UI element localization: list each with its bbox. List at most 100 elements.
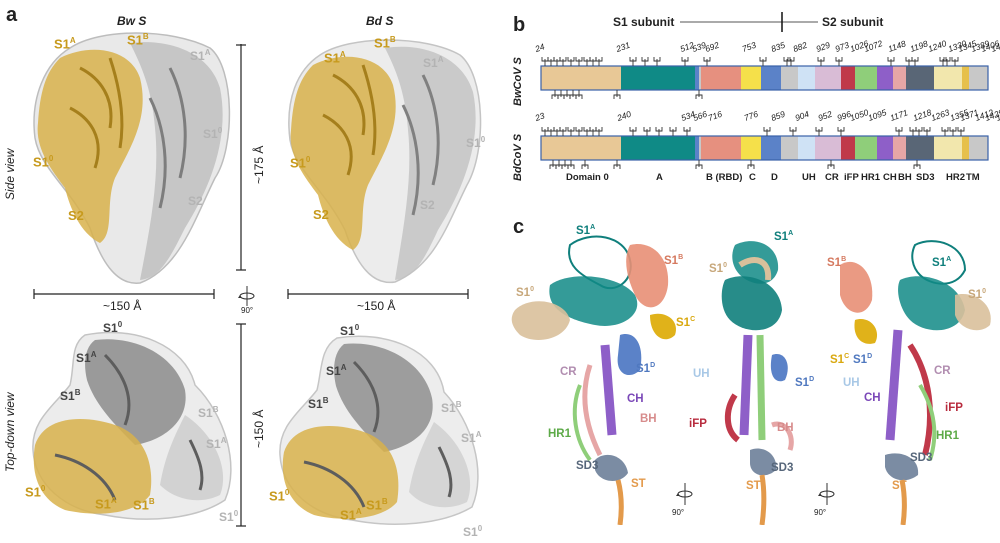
rotate-90-label-c1: 90°	[672, 508, 685, 517]
bd-side-s2-grey-label: S2	[420, 198, 435, 212]
bwcov-bar-outline	[540, 65, 989, 91]
c-mid-s1a-label: S1A	[774, 230, 794, 243]
bdcov-glycan-icon	[575, 127, 583, 136]
bdcov-glycan-icon	[589, 127, 597, 136]
bdcov-bar-segment-C	[741, 136, 761, 160]
c-left-st-label: ST	[631, 478, 646, 490]
bdcov-bar-segment-iFP	[841, 136, 855, 160]
bwcov-bar-segment-UH	[798, 66, 815, 90]
bwcov-glycan-icon	[817, 57, 825, 66]
bd-side-s1a-gold-label: S1A	[324, 50, 346, 66]
rotate-90-label-c2: 90°	[814, 508, 827, 517]
bw-top-s10-dark-label: S10	[103, 320, 123, 335]
bwcov-lower-glycan-icon	[551, 90, 559, 99]
bdcov-glycan-icon	[683, 127, 691, 136]
bdcov-lower-glycan-icon	[567, 160, 575, 169]
domain-label-hr2: HR2	[946, 172, 966, 183]
bwcov-bar-segment-HR2	[934, 66, 942, 90]
bdcov-glycan-icon	[949, 127, 957, 136]
bwcov-bar-segment-CR	[815, 66, 841, 90]
domain-label-a: A	[656, 172, 663, 183]
c-mid-sd3-label: SD3	[771, 462, 794, 474]
bdcov-bar-segment-CR	[815, 136, 841, 160]
bdcov-bar-segment-D	[761, 136, 781, 160]
bdcov-glycan-icon	[789, 127, 797, 136]
bdcov-glycan-icon	[643, 127, 651, 136]
bd-side-view-density-image	[288, 39, 482, 284]
bdcov-bar-segment-HR1	[855, 136, 877, 160]
c-left-bh-label: BH	[640, 413, 657, 425]
bw-top-s10-gold-label: S10	[25, 484, 46, 500]
height-measure-label: ~175 Å	[252, 145, 266, 184]
bd-side-s1b-gold-label: S1B	[374, 35, 396, 51]
bwcov-glycan-icon	[575, 57, 583, 66]
bdcov-bar-segment-grey	[969, 136, 988, 160]
bw-top-s1a-grey-label: S1A	[206, 436, 227, 451]
bdcov-lower-glycan-icon	[913, 160, 921, 169]
bwcov-lower-glycan-icon	[575, 90, 583, 99]
bw-top-s1a-dark-label: S1A	[76, 350, 97, 365]
c-left-s1c-label: S1C	[676, 316, 696, 329]
c-mid-st-label: ST	[746, 480, 761, 492]
bwcov-glycan-icon	[589, 57, 597, 66]
bwcov-glycan-icon	[951, 57, 959, 66]
c-right-s1a-label: S1A	[932, 256, 952, 269]
bdcov-glycan-icon	[567, 127, 575, 136]
width-measure-bar-right	[287, 289, 469, 299]
c-right-s1c-label: S1C	[830, 353, 850, 366]
bd-top-s1a-gold-label: S1A	[340, 507, 362, 523]
c-left-s1d-label: S1D	[636, 362, 656, 375]
bw-top-s1b-dark-label: S1B	[60, 388, 81, 403]
bwcov-glycan-icon	[939, 57, 947, 66]
bwcov-bar-segment-SD3	[906, 66, 934, 90]
bdcov-lower-glycan-icon	[747, 160, 755, 169]
bdcov-glycan-icon	[669, 127, 677, 136]
bd-side-s1a-grey-label: S1A	[423, 55, 444, 70]
bdcov-bar-segment-TM	[962, 136, 969, 160]
bwcov-bar-segment-C	[741, 66, 761, 90]
bdcov-bar-segment-grey	[781, 136, 798, 160]
bwcov-glycan-icon	[783, 57, 791, 66]
bwcov-bar-segment-HR2	[942, 66, 962, 90]
bdcov-glycan-icon	[553, 127, 561, 136]
bw-side-view-density-image	[33, 32, 231, 284]
bwcov-bar-segment-grey	[699, 66, 701, 90]
bd-top-s10-grey-label: S10	[463, 524, 483, 539]
c-right-cr-label: CR	[934, 365, 951, 377]
c-right-ifp-label: iFP	[945, 402, 963, 414]
c-left-hr1-label: HR1	[548, 428, 572, 440]
c-mid-s1d-label: S1D	[795, 376, 815, 389]
bwcov-glycan-icon	[641, 57, 649, 66]
panel-a-letter: a	[6, 4, 18, 26]
c-mid-s10-label: S10	[709, 262, 727, 275]
bdcov-glycan-icon	[595, 127, 603, 136]
bwcov-bar-segment-D	[695, 66, 699, 90]
bdcov-glycan-icon	[895, 127, 903, 136]
top-measure-label: ~150 Å	[252, 409, 266, 448]
bdcov-lower-glycan-icon	[581, 160, 589, 169]
bdcov-lower-glycan-icon	[561, 160, 569, 169]
s1-subunit-label: S1 subunit	[613, 15, 675, 29]
width-measure-label-left: ~150 Å	[103, 299, 142, 313]
bwcov-bar-segment-grey	[969, 66, 988, 90]
bdcov-glycan-icon	[941, 127, 949, 136]
bwcov-lower-glycan-icon	[695, 90, 703, 99]
bdcov-glycan-icon	[815, 127, 823, 136]
c-mid-uh-label: UH	[693, 368, 710, 380]
bdcov-bar-segment-BH	[893, 136, 906, 160]
bdcov-bar-segment-D	[695, 136, 699, 160]
bwcov-bar-segment-RBD	[701, 66, 741, 90]
bdcov-glycan-icon	[655, 127, 663, 136]
bd-top-s10-dark-label: S10	[340, 323, 360, 338]
s2-subunit-label: S2 subunit	[822, 15, 884, 29]
c-right-s1d-label: S1D	[853, 353, 873, 366]
c-left-cr-label: CR	[560, 366, 577, 378]
bdcov-bar-segment-HR2	[942, 136, 962, 160]
panel-c-letter: c	[513, 216, 525, 238]
bw-side-s1b-gold-label: S1B	[127, 32, 149, 48]
bwcov-glycan-icon	[629, 57, 637, 66]
c-left-ch-label: CH	[627, 393, 644, 405]
width-measure-bar-left	[33, 289, 215, 299]
bwcov-bar-segment-TM	[962, 66, 969, 90]
bdcov-glycan-icon	[763, 127, 771, 136]
